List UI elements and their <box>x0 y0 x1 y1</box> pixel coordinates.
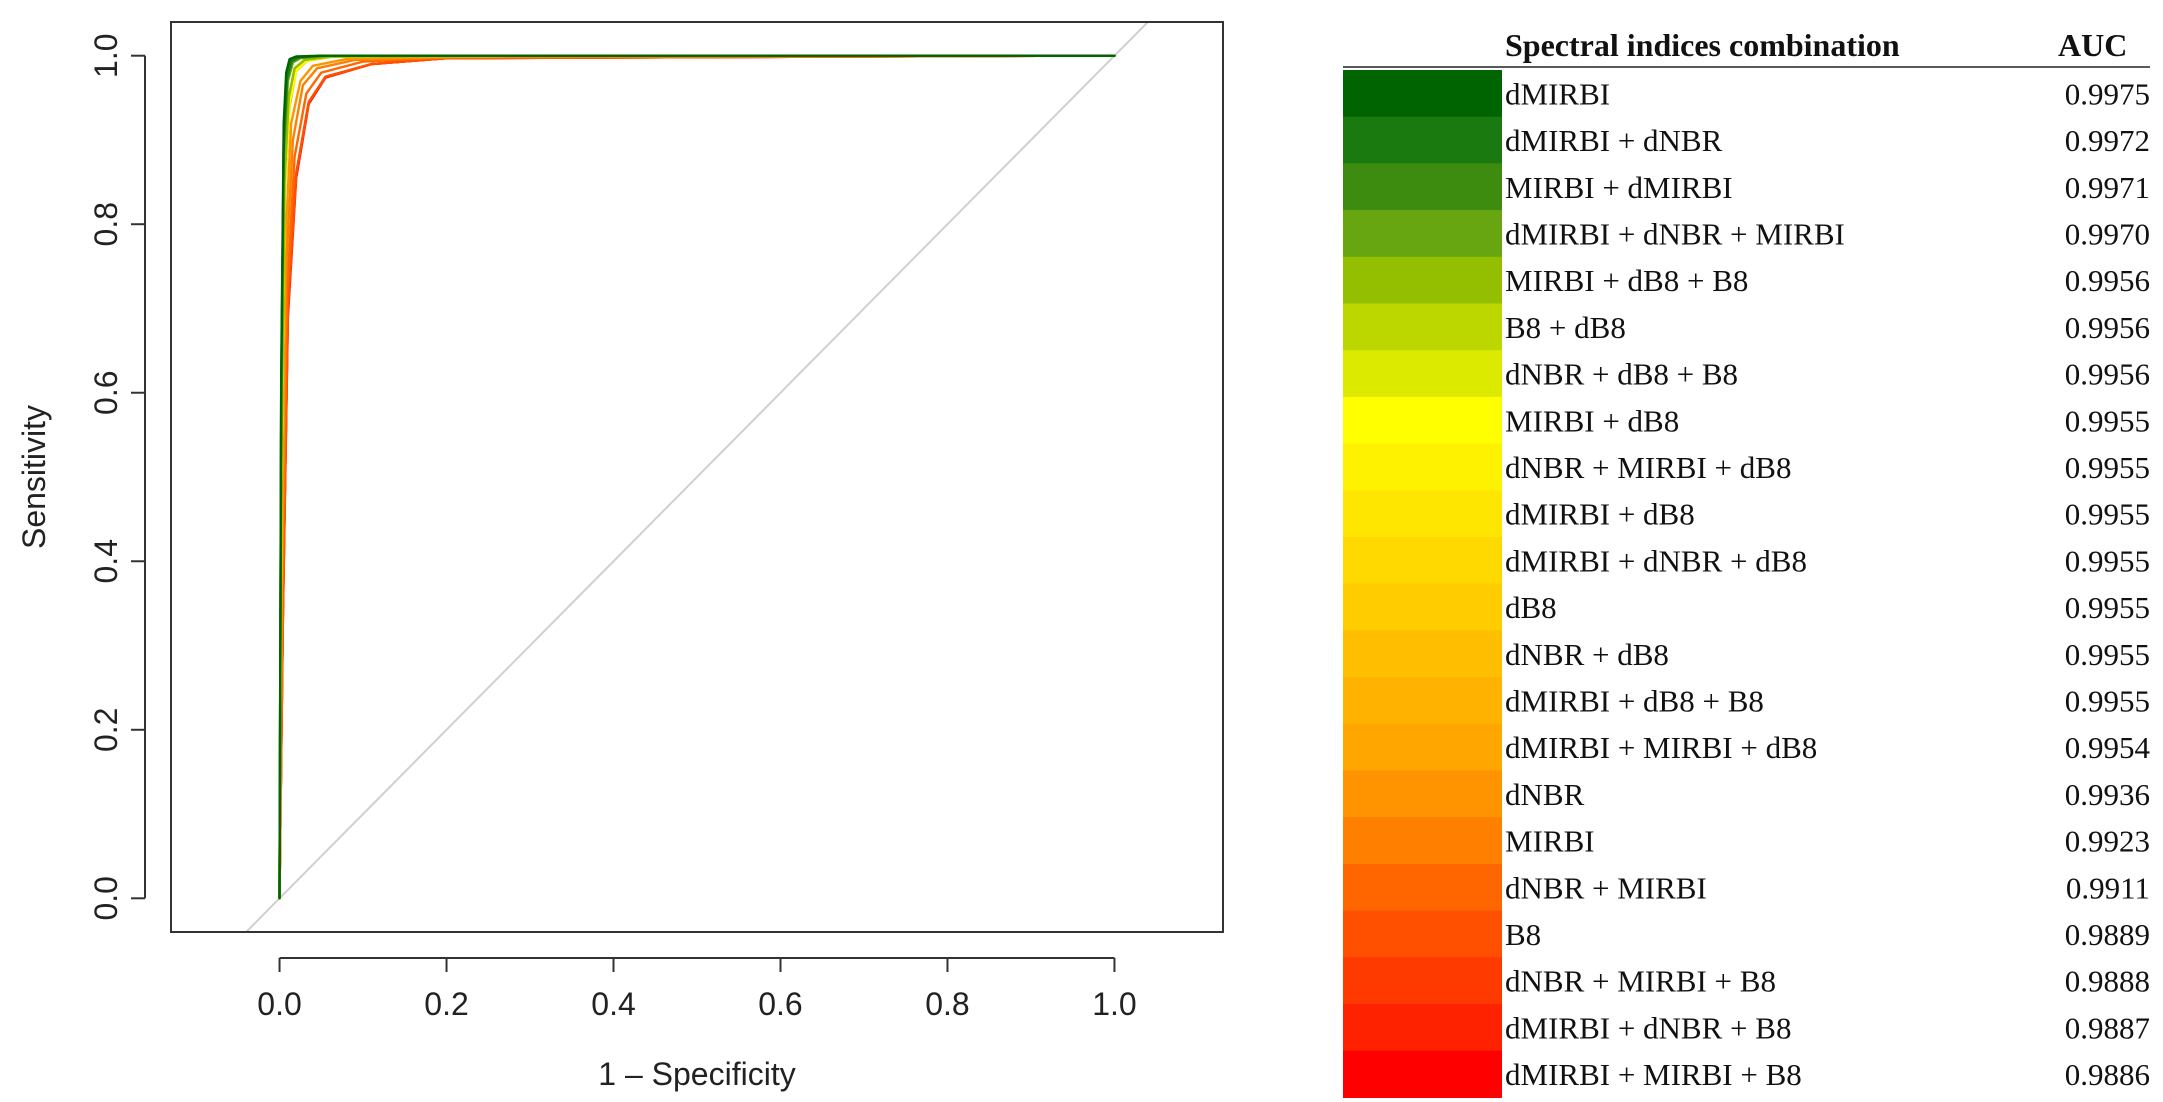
legend-series-name: dMIRBI + dNBR + B8 <box>1505 1010 1791 1045</box>
legend-series-auc: 0.9889 <box>2065 917 2150 952</box>
x-axis-label: 1 – Specificity <box>598 1056 795 1092</box>
legend-series-auc: 0.9972 <box>2065 123 2150 158</box>
reference-diagonal <box>245 22 1149 932</box>
legend-series-name: dNBR + dB8 + B8 <box>1505 357 1738 392</box>
x-tick-label: 0.0 <box>257 986 301 1022</box>
legend-swatch <box>1343 490 1502 538</box>
legend-series-auc: 0.9955 <box>2065 543 2150 578</box>
legend-series-auc: 0.9923 <box>2065 824 2150 859</box>
y-tick-label: 0.4 <box>88 539 124 583</box>
x-axis: 0.0 0.2 0.4 0.6 0.8 1.0 <box>257 957 1137 1022</box>
legend-series-auc: 0.9955 <box>2065 683 2150 718</box>
legend-series-auc: 0.9955 <box>2065 590 2150 625</box>
legend-series-name: dMIRBI + dNBR <box>1505 123 1723 158</box>
legend-series-auc: 0.9955 <box>2065 637 2150 672</box>
y-tick-label: 0.0 <box>88 876 124 920</box>
legend-swatch <box>1343 443 1502 491</box>
plot-area <box>170 21 1224 933</box>
y-tick-label: 0.6 <box>88 370 124 414</box>
legend-series-name: dB8 <box>1505 590 1557 625</box>
legend-swatch <box>1343 583 1502 631</box>
legend-swatch <box>1343 1050 1502 1098</box>
legend-series-name: dNBR + dB8 <box>1505 637 1669 672</box>
legend-series-name: dNBR + MIRBI <box>1505 870 1707 905</box>
legend-rows: dMIRBI 0.9975 dMIRBI + dNBR 0.9972 MIRBI + d… <box>1343 70 2151 1098</box>
legend-swatch <box>1343 210 1502 258</box>
legend-swatch <box>1343 70 1502 118</box>
legend-swatch <box>1343 350 1502 398</box>
legend-series-auc: 0.9956 <box>2065 310 2150 345</box>
legend-swatch <box>1343 957 1502 1005</box>
legend-swatch <box>1343 1004 1502 1052</box>
legend-series-auc: 0.9954 <box>2065 730 2151 765</box>
legend-swatch <box>1343 723 1502 772</box>
y-axis: 0.0 0.2 0.4 0.6 0.8 1.0 <box>88 33 146 921</box>
legend-swatch <box>1343 770 1502 818</box>
legend-series-name: dMIRBI <box>1505 76 1610 111</box>
legend-swatch <box>1343 630 1502 678</box>
legend-series-name: MIRBI + dMIRBI <box>1505 170 1733 205</box>
x-tick-label: 0.8 <box>925 986 969 1022</box>
plot-frame <box>170 21 1224 933</box>
legend-swatch <box>1343 116 1502 164</box>
legend-series-auc: 0.9955 <box>2065 497 2150 532</box>
legend-swatch <box>1343 163 1502 211</box>
legend-series-auc: 0.9956 <box>2065 357 2150 392</box>
legend-series-name: MIRBI + dB8 + B8 <box>1505 263 1748 298</box>
legend-swatch <box>1343 910 1502 958</box>
legend-swatch <box>1343 817 1502 865</box>
legend-swatch <box>1343 303 1502 351</box>
legend-swatch <box>1343 537 1502 585</box>
y-tick-label: 1.0 <box>88 33 124 77</box>
legend-series-name: B8 + dB8 <box>1505 310 1626 345</box>
legend-series-name: dNBR + MIRBI + B8 <box>1505 964 1776 999</box>
legend-header-auc: AUC <box>2058 27 2127 63</box>
legend-swatch <box>1343 396 1502 445</box>
legend-series-auc: 0.9955 <box>2065 403 2150 438</box>
legend-series-auc: 0.9956 <box>2065 263 2150 298</box>
legend-series-name: B8 <box>1505 917 1541 952</box>
legend-series-name: dMIRBI + dB8 + B8 <box>1505 683 1764 718</box>
legend-series-auc: 0.9886 <box>2065 1057 2150 1092</box>
legend-series-auc: 0.9971 <box>2065 170 2150 205</box>
x-tick-label: 0.4 <box>591 986 635 1022</box>
y-axis-label: Sensitivity <box>16 405 52 549</box>
legend: Spectral indices combination AUC dMIRBI 0… <box>1343 27 2151 1098</box>
reference-line-layer <box>245 22 1149 932</box>
x-tick-label: 1.0 <box>1092 986 1136 1022</box>
legend-series-auc: 0.9975 <box>2065 76 2150 111</box>
legend-swatch <box>1343 863 1502 912</box>
legend-series-name: MIRBI + dB8 <box>1505 403 1679 438</box>
legend-swatch <box>1343 677 1502 725</box>
legend-series-auc: 0.9887 <box>2065 1010 2150 1045</box>
legend-series-name: dNBR <box>1505 777 1585 812</box>
legend-series-auc: 0.9970 <box>2065 216 2150 251</box>
roc-curves <box>278 54 1116 900</box>
legend-series-auc: 0.9911 <box>2066 870 2150 905</box>
legend-series-auc: 0.9955 <box>2065 450 2150 485</box>
x-tick-label: 0.6 <box>758 986 802 1022</box>
legend-series-name: dMIRBI + dB8 <box>1505 497 1695 532</box>
legend-series-name: MIRBI <box>1505 824 1595 859</box>
legend-series-auc: 0.9936 <box>2065 777 2150 812</box>
legend-series-name: dNBR + MIRBI + dB8 <box>1505 450 1791 485</box>
legend-series-name: dMIRBI + MIRBI + dB8 <box>1505 730 1817 765</box>
legend-series-name: dMIRBI + dNBR + MIRBI <box>1505 216 1845 251</box>
legend-series-name: dMIRBI + dNBR + dB8 <box>1505 543 1807 578</box>
legend-header-name: Spectral indices combination <box>1505 27 1900 63</box>
legend-series-name: dMIRBI + MIRBI + B8 <box>1505 1057 1802 1092</box>
legend-series-auc: 0.9888 <box>2065 964 2150 999</box>
legend-swatch <box>1343 256 1502 305</box>
roc-curve <box>278 54 1116 900</box>
x-tick-label: 0.2 <box>424 986 468 1022</box>
y-tick-label: 0.2 <box>88 708 124 752</box>
y-tick-label: 0.8 <box>88 202 124 246</box>
